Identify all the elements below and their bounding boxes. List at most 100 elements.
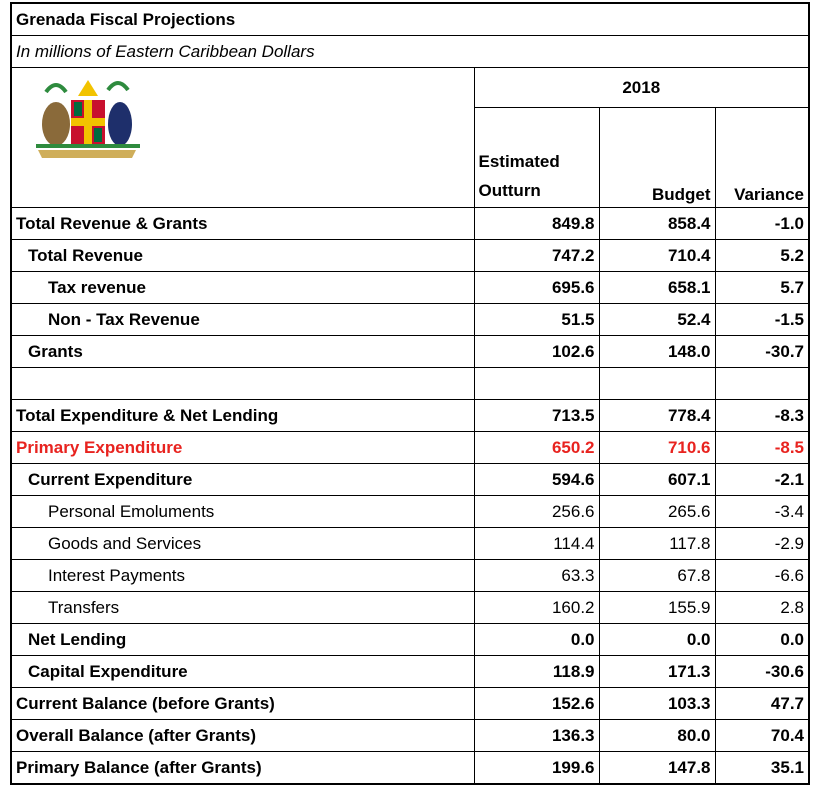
- shield-quarter: [74, 102, 82, 116]
- row-label: Goods and Services: [10, 527, 475, 560]
- value-cell: 114.4: [473, 527, 600, 560]
- row-label: Primary Balance (after Grants): [10, 751, 475, 785]
- value-cell: 710.6: [598, 431, 716, 464]
- value-cell: 849.8: [473, 207, 600, 240]
- value-cell: 160.2: [473, 591, 600, 624]
- value-cell: 136.3: [473, 719, 600, 752]
- year-header: 2018: [473, 67, 810, 108]
- table-row: Grants 102.6 148.0 -30.7: [10, 335, 810, 368]
- table-row: Interest Payments 63.3 67.8 -6.6: [10, 559, 810, 592]
- table-row: Primary Expenditure 650.2 710.6 -8.5: [10, 431, 810, 464]
- value-cell: 51.5: [473, 303, 600, 336]
- value-cell: 148.0: [598, 335, 716, 368]
- value-cell: 67.8: [598, 559, 716, 592]
- dove: [108, 102, 132, 146]
- table-row: Current Balance (before Grants) 152.6 103.…: [10, 687, 810, 720]
- value-cell: 256.6: [473, 495, 600, 528]
- value-cell: -30.6: [714, 655, 810, 688]
- table-row: Goods and Services 114.4 117.8 -2.9: [10, 527, 810, 560]
- shield-quarter: [94, 128, 102, 142]
- row-label: Transfers: [10, 591, 475, 624]
- motto-scroll: [38, 150, 136, 158]
- value-cell: 70.4: [714, 719, 810, 752]
- value-cell: 713.5: [473, 399, 600, 432]
- value-cell: 117.8: [598, 527, 716, 560]
- table-row: Total Expenditure & Net Lending 713.5 778.…: [10, 399, 810, 432]
- empty-cell: [714, 367, 810, 400]
- row-label: Grants: [10, 335, 475, 368]
- table-row: Current Expenditure 594.6 607.1 -2.1: [10, 463, 810, 496]
- value-cell: 594.6: [473, 463, 600, 496]
- column-header: Estimated Outturn: [473, 107, 600, 208]
- value-cell: 658.1: [598, 271, 716, 304]
- value-cell: -3.4: [714, 495, 810, 528]
- table-row: Personal Emoluments 256.6 265.6 -3.4: [10, 495, 810, 528]
- subtitle: In millions of Eastern Caribbean Dollars: [10, 35, 810, 68]
- value-cell: -2.1: [714, 463, 810, 496]
- row-label: Capital Expenditure: [10, 655, 475, 688]
- table-row: Capital Expenditure 118.9 171.3 -30.6: [10, 655, 810, 688]
- armadillo: [42, 102, 70, 146]
- value-cell: 710.4: [598, 239, 716, 272]
- row-label: Current Expenditure: [10, 463, 475, 496]
- row-label: Total Revenue: [10, 239, 475, 272]
- crest: [78, 80, 98, 96]
- value-cell: 171.3: [598, 655, 716, 688]
- value-cell: -2.9: [714, 527, 810, 560]
- value-cell: 0.0: [473, 623, 600, 656]
- value-cell: 103.3: [598, 687, 716, 720]
- value-cell: 102.6: [473, 335, 600, 368]
- value-cell: 35.1: [714, 751, 810, 785]
- value-cell: 2.8: [714, 591, 810, 624]
- value-cell: 63.3: [473, 559, 600, 592]
- table-row: Non - Tax Revenue 51.5 52.4 -1.5: [10, 303, 810, 336]
- value-cell: -8.3: [714, 399, 810, 432]
- row-label: Total Revenue & Grants: [10, 207, 475, 240]
- row-label: Primary Expenditure: [10, 431, 475, 464]
- title: Grenada Fiscal Projections: [10, 2, 810, 36]
- column-header: Budget: [598, 107, 715, 208]
- value-cell: 858.4: [598, 207, 716, 240]
- row-label: Personal Emoluments: [10, 495, 475, 528]
- table-row: [10, 367, 810, 400]
- empty-cell: [598, 367, 715, 400]
- table-row: Total Revenue 747.2 710.4 5.2: [10, 239, 810, 272]
- value-cell: 118.9: [473, 655, 600, 688]
- value-cell: 695.6: [473, 271, 600, 304]
- row-label: Total Expenditure & Net Lending: [10, 399, 475, 432]
- value-cell: 80.0: [598, 719, 716, 752]
- logo-cell: [10, 67, 475, 208]
- palms: [44, 81, 130, 94]
- value-cell: 778.4: [598, 399, 716, 432]
- value-cell: -6.6: [714, 559, 810, 592]
- coat-of-arms: [36, 80, 140, 158]
- value-cell: -30.7: [714, 335, 810, 368]
- value-cell: 5.7: [714, 271, 810, 304]
- value-cell: 265.6: [598, 495, 716, 528]
- row-label: Overall Balance (after Grants): [10, 719, 475, 752]
- row-label: Interest Payments: [10, 559, 475, 592]
- value-cell: -8.5: [714, 431, 810, 464]
- value-cell: 147.8: [598, 751, 716, 785]
- row-label: Non - Tax Revenue: [10, 303, 475, 336]
- value-cell: 47.7: [714, 687, 810, 720]
- table-row: Net Lending 0.0 0.0 0.0: [10, 623, 810, 656]
- row-label: Tax revenue: [10, 271, 475, 304]
- table-row: Tax revenue 695.6 658.1 5.7: [10, 271, 810, 304]
- table-row: Primary Balance (after Grants) 199.6 147.8…: [10, 751, 810, 785]
- value-cell: 0.0: [714, 623, 810, 656]
- empty-cell: [473, 367, 599, 400]
- value-cell: 607.1: [598, 463, 716, 496]
- value-cell: 199.6: [473, 751, 600, 785]
- empty-cell: [10, 367, 475, 400]
- column-header: Variance: [714, 107, 810, 208]
- value-cell: 650.2: [473, 431, 600, 464]
- value-cell: 5.2: [714, 239, 810, 272]
- value-cell: 52.4: [598, 303, 716, 336]
- value-cell: 0.0: [598, 623, 716, 656]
- shield-cross: [71, 118, 105, 126]
- value-cell: 155.9: [598, 591, 716, 624]
- value-cell: 152.6: [473, 687, 600, 720]
- table-row: Total Revenue & Grants 849.8 858.4 -1.0: [10, 207, 810, 240]
- table-row: Overall Balance (after Grants) 136.3 80.0 7…: [10, 719, 810, 752]
